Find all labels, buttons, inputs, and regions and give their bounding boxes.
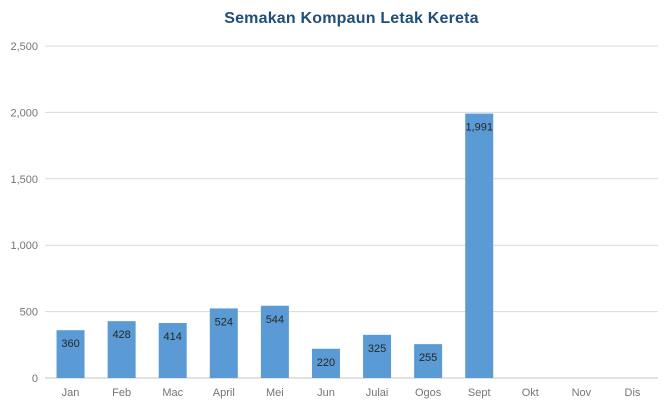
y-axis-tick-label: 1,500 (10, 174, 38, 186)
x-axis-tick-label: Okt (522, 387, 539, 399)
x-axis-tick-label: Nov (572, 387, 592, 399)
bar (363, 334, 392, 378)
x-axis-tick-label: Jan (62, 387, 80, 399)
bar-value-label: 1,991 (465, 122, 493, 134)
bar-value-label: 325 (368, 343, 386, 355)
x-axis-tick-label: April (213, 387, 235, 399)
bar-value-label: 360 (61, 338, 79, 350)
x-axis-tick-label: Mei (266, 387, 284, 399)
bar (260, 305, 289, 378)
bar-value-label: 255 (419, 352, 437, 364)
bar-value-label: 524 (215, 316, 233, 328)
bar (465, 113, 494, 378)
bar (158, 323, 187, 378)
bar (107, 321, 136, 378)
bar-value-label: 428 (112, 329, 130, 341)
y-axis-tick-label: 1,000 (10, 240, 38, 252)
bar-value-label: 220 (317, 357, 335, 369)
bar-value-label: 544 (266, 314, 284, 326)
x-axis-tick-label: Jun (317, 387, 335, 399)
x-axis-tick-label: Sept (468, 387, 491, 399)
x-axis-tick-label: Feb (112, 387, 131, 399)
y-axis-tick-label: 0 (32, 373, 38, 385)
bar (209, 308, 238, 378)
x-axis-tick-label: Mac (162, 387, 183, 399)
bar-value-label: 414 (164, 331, 182, 343)
x-axis-tick-label: Ogos (415, 387, 442, 399)
bar (311, 348, 340, 378)
chart-title: Semakan Kompaun Letak Kereta (224, 10, 479, 27)
bar (56, 330, 85, 378)
y-axis-tick-label: 2,500 (10, 41, 38, 53)
x-axis-tick-label: Dis (625, 387, 641, 399)
x-axis-tick-label: Julai (366, 387, 389, 399)
bar (414, 344, 443, 378)
y-axis-tick-label: 500 (20, 307, 38, 319)
y-axis-tick-label: 2,000 (10, 107, 38, 119)
